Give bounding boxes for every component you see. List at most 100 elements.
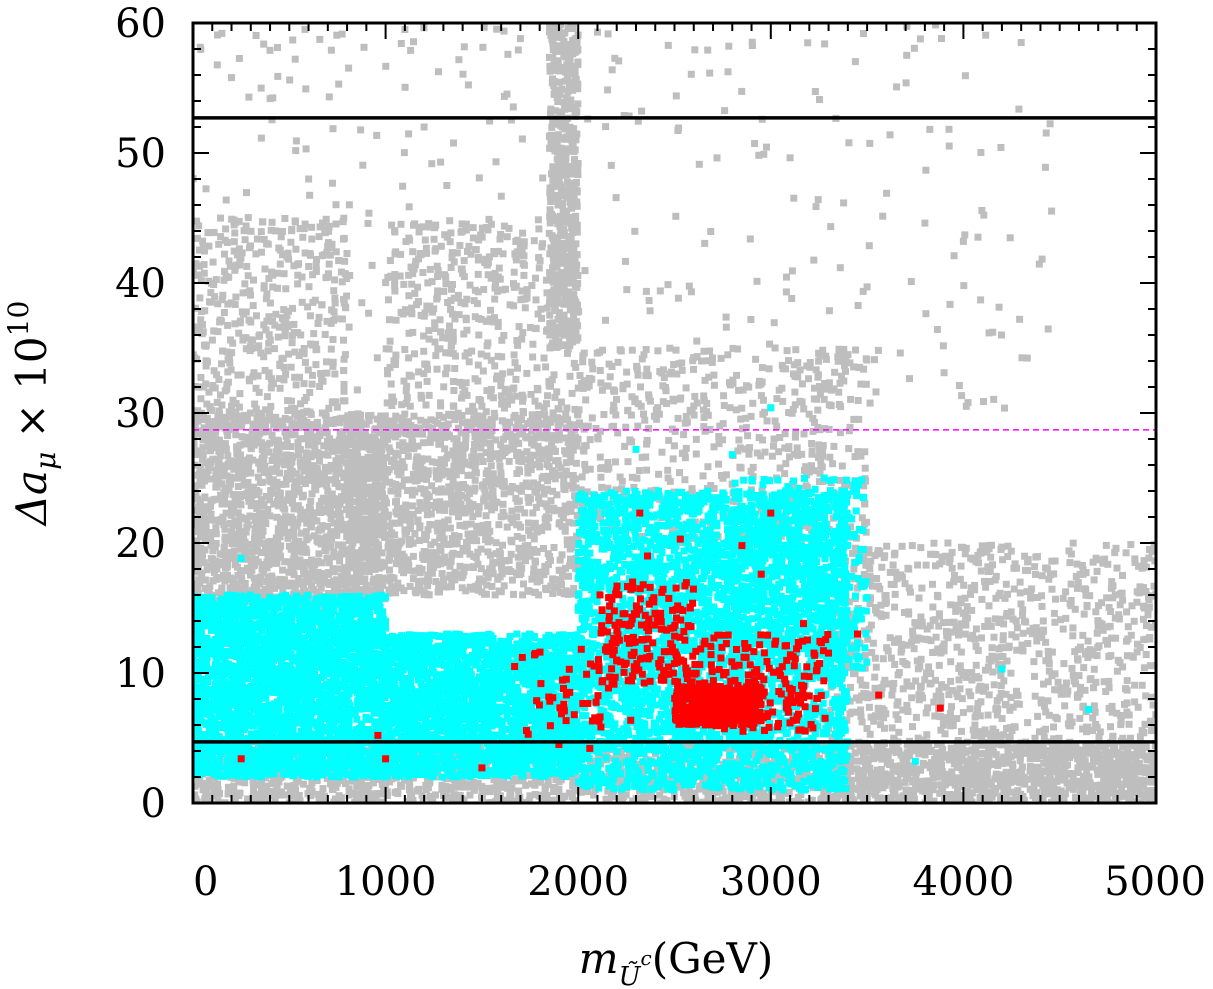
point bbox=[214, 589, 222, 597]
point bbox=[306, 784, 314, 792]
point bbox=[262, 406, 270, 414]
point bbox=[270, 420, 278, 428]
point bbox=[323, 369, 331, 377]
point bbox=[217, 443, 225, 451]
point bbox=[305, 263, 313, 270]
point bbox=[445, 541, 453, 548]
point bbox=[196, 246, 203, 254]
point bbox=[929, 774, 937, 782]
point bbox=[210, 327, 218, 335]
point bbox=[259, 510, 267, 518]
point bbox=[256, 465, 264, 473]
point bbox=[936, 789, 944, 797]
point bbox=[375, 564, 383, 572]
point bbox=[282, 513, 290, 521]
point bbox=[851, 785, 859, 793]
point bbox=[1055, 759, 1063, 767]
point bbox=[339, 469, 347, 477]
point bbox=[847, 742, 855, 750]
point bbox=[252, 384, 260, 392]
point bbox=[1118, 750, 1126, 758]
point bbox=[406, 786, 413, 794]
point bbox=[364, 785, 372, 793]
point bbox=[1061, 790, 1069, 797]
point bbox=[315, 502, 323, 510]
point bbox=[315, 313, 323, 321]
point bbox=[327, 515, 335, 523]
point bbox=[224, 321, 232, 329]
point bbox=[212, 276, 220, 284]
point bbox=[283, 253, 291, 261]
point bbox=[749, 790, 757, 797]
point bbox=[432, 791, 439, 799]
point bbox=[927, 798, 935, 803]
point bbox=[742, 793, 750, 800]
point bbox=[246, 409, 254, 417]
point bbox=[226, 262, 234, 270]
point bbox=[272, 227, 280, 235]
point bbox=[647, 793, 655, 800]
point bbox=[229, 575, 236, 583]
point bbox=[257, 515, 265, 523]
point bbox=[398, 782, 406, 790]
point bbox=[480, 788, 487, 796]
point bbox=[290, 484, 298, 492]
point bbox=[321, 450, 329, 458]
point bbox=[275, 582, 283, 590]
point bbox=[267, 402, 275, 410]
point bbox=[246, 244, 253, 252]
point bbox=[619, 794, 626, 802]
point bbox=[1018, 763, 1026, 771]
point bbox=[251, 542, 258, 550]
point bbox=[323, 358, 330, 366]
point bbox=[254, 790, 262, 798]
point bbox=[447, 583, 455, 591]
point bbox=[273, 784, 281, 792]
point bbox=[258, 591, 266, 599]
point bbox=[208, 541, 216, 549]
point bbox=[274, 333, 282, 341]
point bbox=[479, 458, 487, 465]
point bbox=[283, 439, 291, 447]
point bbox=[303, 407, 311, 415]
point bbox=[731, 796, 738, 803]
point bbox=[194, 428, 202, 436]
point bbox=[1089, 783, 1097, 791]
point bbox=[194, 234, 201, 242]
point bbox=[877, 773, 885, 781]
point bbox=[348, 439, 355, 447]
point bbox=[358, 784, 366, 792]
point bbox=[294, 546, 302, 554]
point bbox=[1070, 781, 1078, 789]
point bbox=[241, 580, 249, 587]
point bbox=[505, 457, 513, 465]
point bbox=[293, 796, 301, 803]
point bbox=[289, 557, 297, 565]
point bbox=[313, 464, 321, 472]
point bbox=[202, 380, 210, 388]
point bbox=[310, 586, 317, 594]
point bbox=[213, 478, 221, 486]
point bbox=[324, 437, 331, 445]
point bbox=[659, 786, 667, 794]
point bbox=[1124, 748, 1132, 756]
point bbox=[336, 565, 344, 573]
point bbox=[193, 327, 197, 335]
point bbox=[351, 498, 359, 506]
point bbox=[203, 566, 211, 574]
point bbox=[288, 332, 296, 340]
point bbox=[282, 480, 290, 488]
point bbox=[274, 535, 282, 543]
point bbox=[212, 530, 220, 538]
point bbox=[288, 453, 296, 461]
point bbox=[257, 780, 265, 788]
point bbox=[230, 465, 238, 473]
point bbox=[194, 495, 202, 503]
point bbox=[224, 500, 232, 508]
point bbox=[241, 585, 249, 593]
point bbox=[340, 336, 347, 344]
point bbox=[249, 456, 257, 464]
point bbox=[453, 755, 461, 763]
point bbox=[306, 312, 314, 320]
point bbox=[254, 422, 262, 430]
